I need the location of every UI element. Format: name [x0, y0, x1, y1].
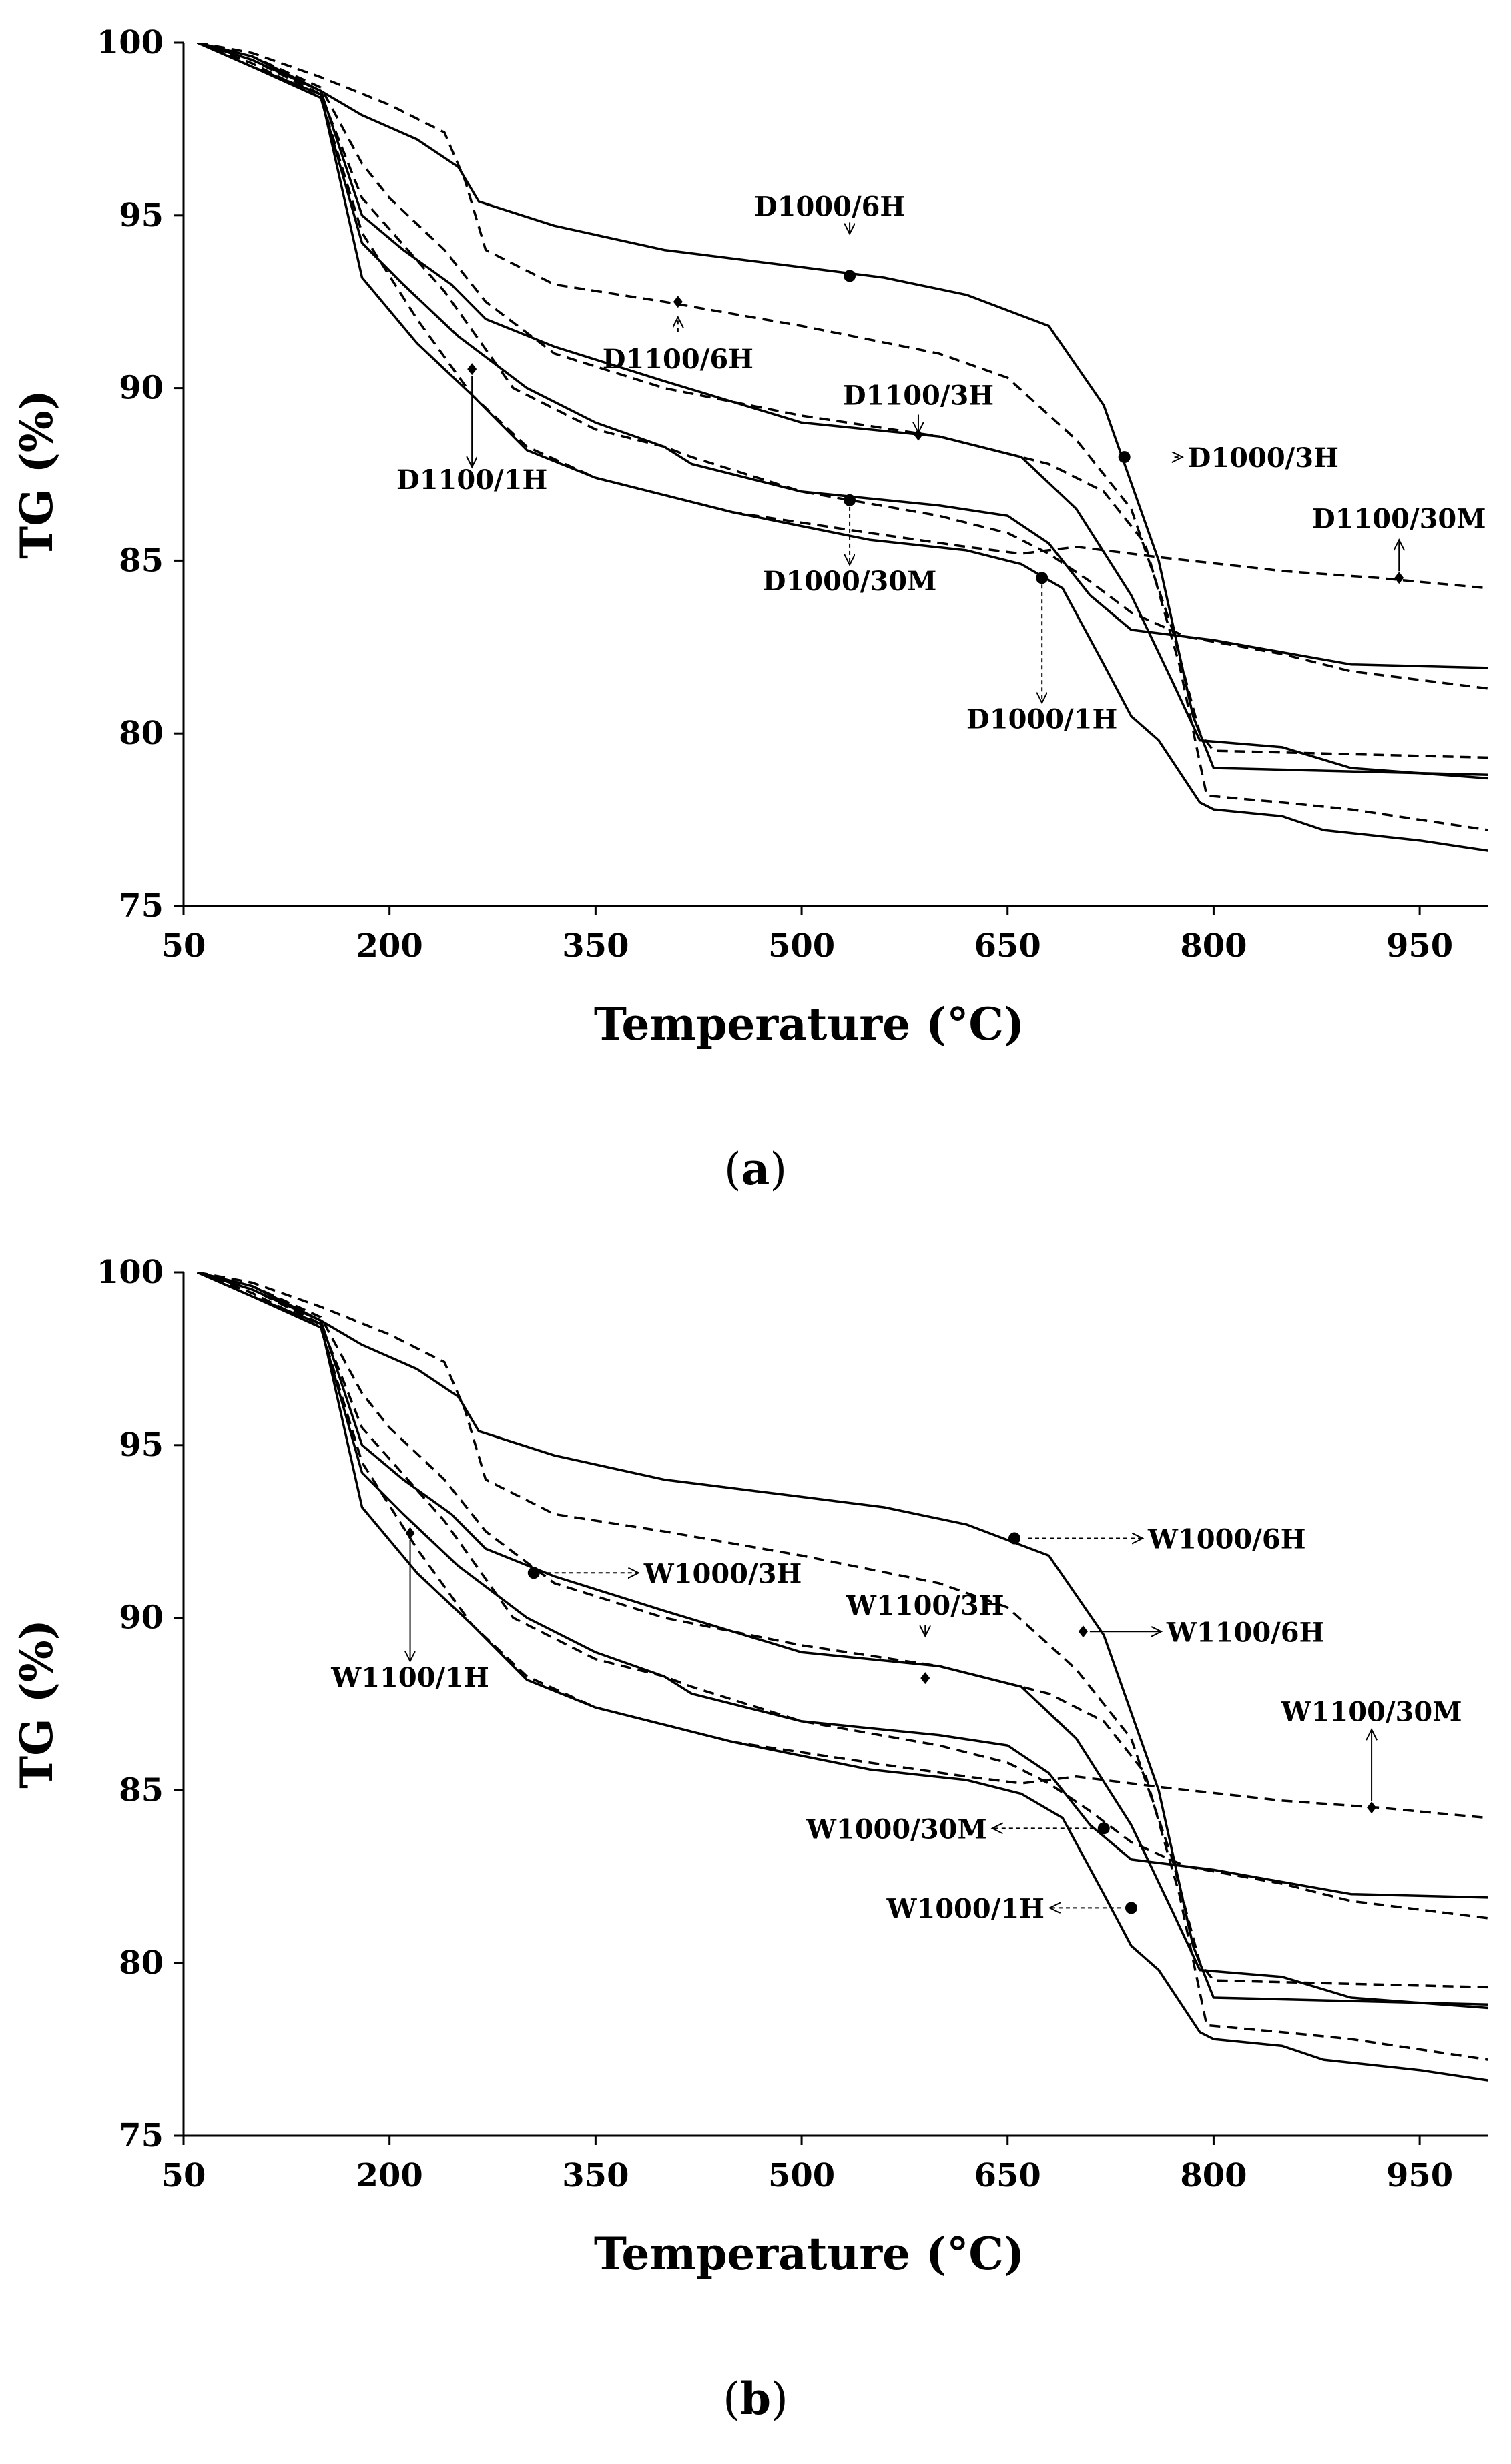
- series-line-w1100-1h: [196, 1272, 1488, 1899]
- annotation-label-d1100-30m: D1100/30M: [1312, 503, 1486, 534]
- annotation-marker-d1100-1h: [467, 363, 477, 376]
- series-line-w1000-1h: [196, 1272, 1488, 2082]
- series-line-w1000-6h: [197, 1272, 1488, 2006]
- annotation-marker-w1100-6h: [1078, 1625, 1088, 1638]
- annotation-label-d1000-1h: D1000/1H: [966, 703, 1117, 735]
- series-line-d1000-3h: [197, 43, 1488, 831]
- y-tick-label: 90: [119, 370, 164, 407]
- annotation-marker-d1100-30m: [1394, 572, 1404, 584]
- series-line-w1100-6h: [197, 1272, 1488, 1989]
- annotation-marker-d1100-6h: [673, 296, 683, 308]
- y-tick-label: 80: [119, 1944, 164, 1982]
- annotation-label-d1100-6h: D1100/6H: [603, 344, 753, 375]
- series-line-d1100-6h: [197, 43, 1488, 759]
- annotation-label-w1000-6h: W1000/6H: [1147, 1524, 1305, 1555]
- annotation-marker-d1000-6h: [844, 270, 856, 282]
- annotation-label-w1100-1h: W1100/1H: [330, 1662, 489, 1693]
- annotation-marker-d1000-3h: [1118, 451, 1131, 464]
- series-line-w1000-30m: [197, 1272, 1488, 1920]
- y-tick-label: 100: [97, 1254, 164, 1291]
- annotation-marker-w1100-3h: [920, 1672, 930, 1685]
- annotation-marker-w1000-1h: [1125, 1902, 1137, 1914]
- annotation-marker-w1000-3h: [527, 1567, 540, 1579]
- annotation-marker-w1100-1h: [405, 1527, 415, 1539]
- x-tick-label: 650: [974, 927, 1041, 965]
- annotation-marker-d1000-1h: [1036, 572, 1048, 584]
- panel-label: (b): [723, 2373, 788, 2425]
- annotation-label-w1100-6h: W1100/6H: [1166, 1617, 1324, 1648]
- y-tick-label: 85: [119, 542, 164, 579]
- panel-b-chart: 75 80 85 90 95 100 50 200 350 500 650 800 950 Tempera…: [11, 1254, 1488, 2425]
- series-line-d1000-1h: [196, 43, 1488, 852]
- annotation-label-d1000-30m: D1000/30M: [763, 566, 937, 597]
- series-line-d1000-6h: [197, 43, 1488, 777]
- annotation-marker-w1100-30m: [1367, 1801, 1377, 1814]
- x-tick-label: 50: [162, 2157, 206, 2194]
- y-tick-label: 95: [119, 197, 164, 234]
- y-tick-label: 100: [97, 24, 164, 61]
- x-tick-label: 800: [1180, 927, 1247, 965]
- y-axis-title: TG (%): [11, 390, 63, 559]
- y-tick-label: 80: [119, 715, 164, 752]
- series-line-d1100-30m: [196, 43, 1488, 590]
- annotation-marker-d1000-30m: [844, 494, 856, 506]
- y-tick-label: 75: [119, 2117, 164, 2154]
- x-tick-label: 350: [562, 927, 629, 965]
- x-tick-label: 350: [562, 2157, 629, 2194]
- annotation-label-d1100-3h: D1100/3H: [843, 380, 994, 411]
- x-tick-label: 500: [768, 2157, 835, 2194]
- x-tick-label: 650: [974, 2157, 1041, 2194]
- y-tick-label: 90: [119, 1599, 164, 1637]
- x-tick-label: 500: [768, 927, 835, 965]
- annotation-label-w1100-3h: W1100/3H: [846, 1590, 1004, 1621]
- panel-label: (a): [724, 1143, 787, 1195]
- series-line-w1100-3h: [197, 1272, 1488, 2010]
- annotation-label-w1000-3h: W1000/3H: [643, 1558, 802, 1589]
- series-line-d1100-1h: [196, 43, 1488, 669]
- y-axis-title: TG (%): [11, 1619, 63, 1789]
- annotation-label-d1000-6h: D1000/6H: [754, 191, 905, 222]
- panel-a-chart: 75 80 85 90 95 100 50 200 350 500 650 800 950 Tempera…: [11, 24, 1488, 1195]
- series-line-d1000-30m: [197, 43, 1488, 690]
- annotation-marker-w1000-6h: [1008, 1532, 1021, 1545]
- x-tick-label: 200: [356, 2157, 423, 2194]
- series-line-w1000-3h: [197, 1272, 1488, 2061]
- x-tick-label: 50: [162, 927, 206, 965]
- annotation-label-d1000-3h: D1000/3H: [1188, 442, 1339, 474]
- x-tick-label: 950: [1386, 927, 1453, 965]
- y-tick-label: 95: [119, 1426, 164, 1464]
- x-axis-title: Temperature (°C): [594, 2228, 1024, 2280]
- x-tick-label: 950: [1386, 2157, 1453, 2194]
- y-tick-label: 85: [119, 1771, 164, 1809]
- annotation-label-w1000-1h: W1000/1H: [886, 1893, 1044, 1924]
- annotation-marker-w1000-30m: [1097, 1822, 1110, 1835]
- x-tick-label: 200: [356, 927, 423, 965]
- x-axis-title: Temperature (°C): [594, 998, 1024, 1050]
- annotation-label-d1100-1h: D1100/1H: [396, 464, 547, 496]
- series-line-d1100-3h: [197, 43, 1488, 780]
- annotation-label-w1100-30m: W1100/30M: [1281, 1696, 1462, 1727]
- annotation-label-w1000-30m: W1000/30M: [806, 1813, 987, 1845]
- y-tick-label: 75: [119, 887, 164, 925]
- x-tick-label: 800: [1180, 2157, 1247, 2194]
